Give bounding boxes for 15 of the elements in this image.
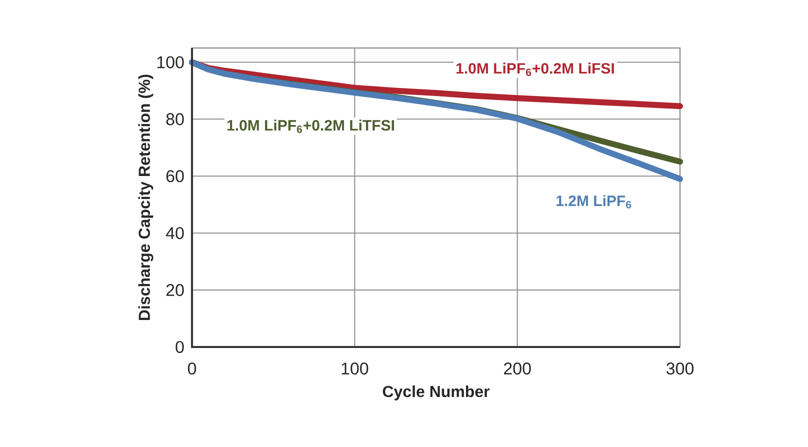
x-tick-label: 0 <box>188 362 196 375</box>
y-tick-label: 0 <box>176 340 184 354</box>
y-tick-label: 100 <box>157 56 184 68</box>
y-tick-label: 20 <box>166 284 184 296</box>
y-axis-title: Discharge Capcity Retention (%) <box>138 74 154 320</box>
y-tick-label: 80 <box>166 113 184 126</box>
x-tick-label: 100 <box>342 362 368 375</box>
x-tick-label: 300 <box>666 362 694 375</box>
series-label: 1.0M LiPF$_{6}$+0.2M LiTFSI <box>227 120 394 133</box>
x-tick-label: 200 <box>504 362 531 375</box>
series-label: 1.0M LiPF$_{6}$+0.2M LiFSI <box>456 62 614 76</box>
y-tick-label: 40 <box>166 227 184 240</box>
text: 1.2M LiPF$_{6}$ <box>556 195 632 208</box>
y-tick-label: 60 <box>166 170 184 182</box>
x-axis-title: Cycle Number <box>382 385 490 400</box>
